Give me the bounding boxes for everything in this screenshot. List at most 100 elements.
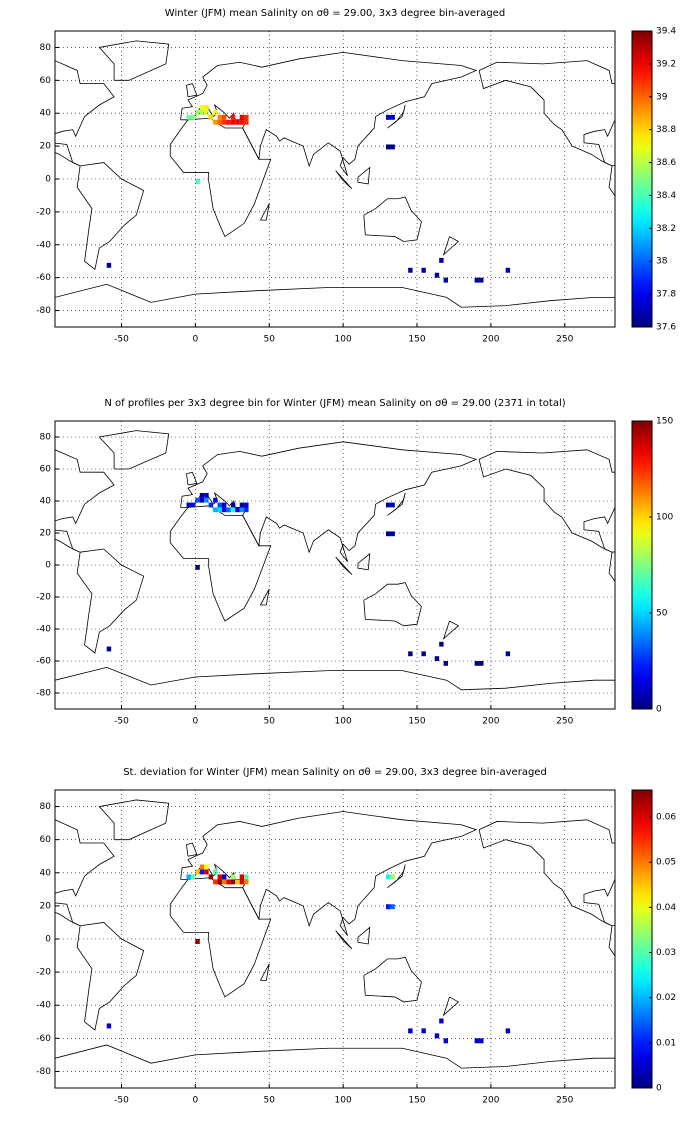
coastline [169,117,272,238]
coastline [180,811,478,936]
coastline [169,877,272,998]
bin-cell [239,114,245,120]
bin-cell [244,119,249,125]
bin-cell [230,879,236,885]
bin-cell [190,114,196,120]
bin-cell [226,507,231,513]
y-tick-label: 80 [40,43,52,53]
coastline [55,819,115,927]
bin-cell [199,493,205,498]
bin-cell [244,114,249,120]
bin-cell [230,114,236,120]
bin-cell [204,493,209,498]
bin-cell [235,119,240,125]
colorbar-label: 38 [656,257,668,267]
colorbar-label: 39.4 [656,27,676,37]
y-tick-label: 20 [40,529,52,539]
bin-cell [226,119,231,125]
bin-cell [190,502,196,508]
y-tick-label: -80 [36,306,51,316]
colorbar-label: 39 [656,92,668,102]
coastline [55,449,115,553]
coastline [180,51,478,176]
coastline [387,104,406,129]
x-tick-label: 250 [556,1096,573,1106]
bin-cell [439,641,444,647]
bin-cell [106,646,112,652]
bin-cell [186,874,191,880]
coastline [98,40,170,81]
map-panel: N of profiles per 3x3 degree bin for Win… [36,398,673,727]
bin-cell [221,874,227,880]
x-tick-label: -50 [114,717,129,727]
colorbar-label: 0.02 [656,993,676,1003]
bin-cell [239,879,245,885]
bin-cell [408,651,413,657]
bin-cell [208,874,214,880]
x-tick-label: 100 [335,717,352,727]
y-tick-label: -20 [36,593,51,603]
x-tick-label: 0 [193,1096,199,1106]
bin-cell [213,497,218,503]
bin-cell [204,869,209,875]
bin-cell [217,507,222,513]
colorbar-label: 0.01 [656,1038,676,1048]
y-tick-label: -20 [36,968,51,978]
bin-cell [195,869,200,875]
colorbar-label: 0 [656,1084,662,1094]
coastline [335,556,353,575]
bin-cell [217,502,222,508]
bin-cell [408,267,413,273]
bin-cell [479,1038,484,1044]
bin-cell [204,109,209,115]
y-tick-label: -20 [36,207,51,217]
bin-cell [244,874,249,880]
y-tick-label: 0 [45,175,51,185]
bin-cell [221,119,227,125]
coastline [442,620,460,640]
y-tick-label: -40 [36,240,51,250]
bin-cell [439,257,444,263]
bin-cell [221,114,227,120]
bin-cell [434,1033,440,1039]
plot-frame [54,420,616,710]
bin-cell [390,114,395,120]
coastline [180,441,478,563]
coastline [478,449,615,553]
coastline [387,492,406,516]
bin-cell [443,277,449,283]
bin-cell [434,272,440,278]
coastline [169,505,272,622]
bin-cell [230,502,236,508]
bin-cell [505,1028,511,1034]
colorbar [631,420,653,710]
bin-cell [204,497,209,503]
chart-title: Winter (JFM) mean Salinity on σθ = 29.00… [165,8,505,19]
bin-cell [195,497,200,503]
bin-cell [385,531,391,537]
chart-title: N of profiles per 3x3 degree bin for Win… [104,398,565,409]
y-tick-label: -80 [36,689,51,699]
y-tick-label: 0 [45,935,51,945]
bin-cell [474,661,480,666]
bin-cell [390,144,395,150]
x-tick-label: -50 [114,1096,129,1106]
y-tick-label: 80 [40,802,52,812]
bin-cell [217,114,222,120]
bin-cell [106,1023,112,1029]
colorbar-label: 0.05 [656,858,676,868]
x-tick-label: 0 [193,717,199,727]
colorbar-label: 50 [656,609,668,619]
bin-cell [244,502,249,508]
x-tick-label: 250 [556,335,573,345]
coastline [76,548,145,654]
bin-cell [199,109,205,115]
map-panel: St. deviation for Winter (JFM) mean Sali… [36,767,676,1106]
bin-cell [106,262,112,268]
x-tick-label: 200 [482,1096,499,1106]
bin-cell [230,119,236,125]
colorbar-label: 38.2 [656,224,676,234]
y-tick-label: 40 [40,497,52,507]
coastline [335,930,353,950]
bin-cell [479,277,484,283]
